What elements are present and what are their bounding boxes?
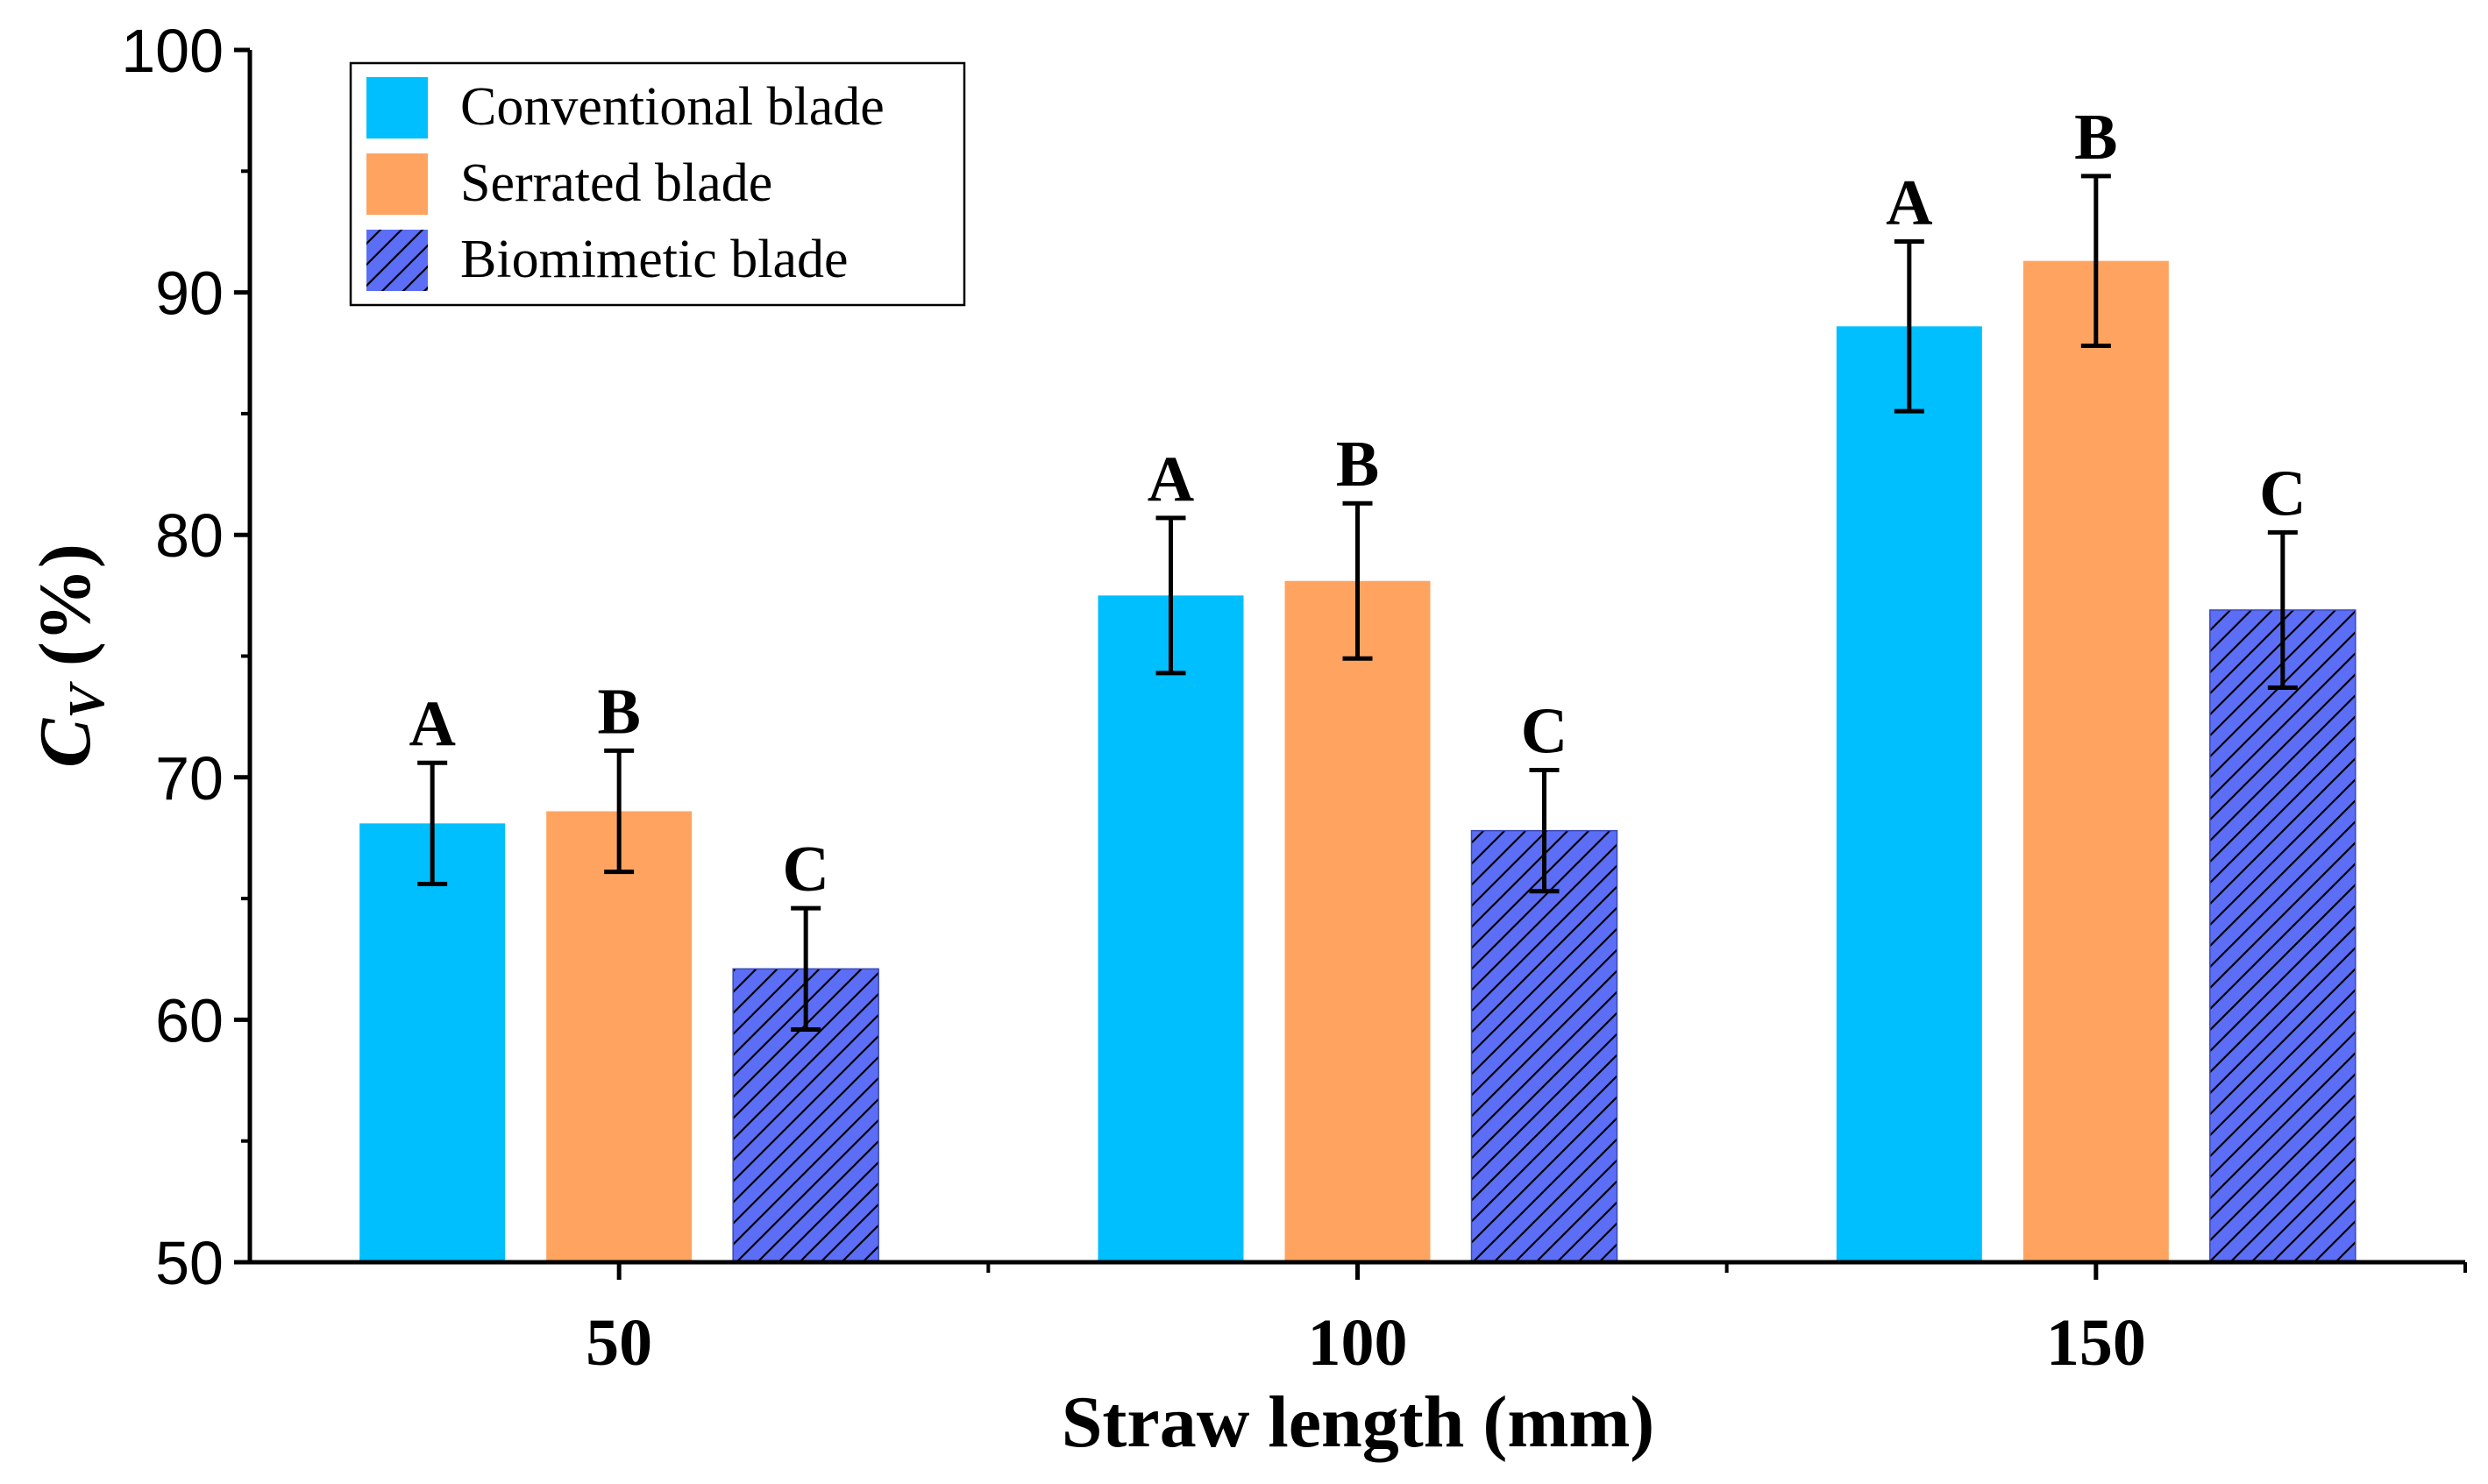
bar [2209,609,2356,1262]
y-axis-title-subscript: V [58,681,115,719]
error-bars-layer [417,174,2298,1032]
bar [2022,260,2169,1263]
significance-label: B [2074,102,2117,174]
legend-swatch [366,153,428,215]
y-tick-label: 70 [155,744,224,813]
x-tick-label: 100 [1308,1306,1408,1380]
significance-label: C [782,834,828,905]
y-axis-title: CV (%) [25,543,115,768]
x-tick-label: 50 [586,1306,652,1380]
significance-label: A [1148,444,1194,515]
significance-labels-layer: A B C A B C A B C [409,102,2306,905]
y-tick-label: 90 [155,259,224,328]
legend-swatch [366,77,428,138]
bar [1098,595,1244,1262]
bar [1471,830,1617,1262]
y-axis-title-main: C [25,718,106,768]
legend: Conventional blade Serrated blade Biomimet… [349,61,966,307]
legend-frame [349,61,966,307]
significance-label: C [1521,696,1567,768]
significance-label: B [1336,429,1379,501]
y-tick-label: 100 [121,17,224,85]
significance-label: C [2259,458,2306,529]
y-ticks: 50 60 70 80 90 100 [121,17,250,1297]
significance-label: A [1886,167,1932,239]
significance-label: A [409,688,455,760]
y-axis-title-suffix: (%) [25,543,106,685]
legend-label: Serrated blade [460,153,772,213]
y-tick-label: 50 [155,1229,224,1297]
x-axis-title: Straw length (mm) [1062,1381,1655,1463]
y-tick-label: 60 [155,986,224,1054]
bar [359,823,506,1262]
x-tick-label: 150 [2046,1306,2146,1380]
bar [546,811,693,1262]
bar [1836,326,1982,1263]
y-tick-label: 80 [155,501,224,570]
bar [1284,580,1431,1262]
legend-label: Conventional blade [460,77,885,137]
legend-label: Biomimetic blade [460,230,849,289]
significance-label: B [597,676,640,748]
legend-swatch [366,230,428,291]
bars-layer [359,260,2356,1263]
x-ticks: 50 100 150 [586,1262,2467,1380]
